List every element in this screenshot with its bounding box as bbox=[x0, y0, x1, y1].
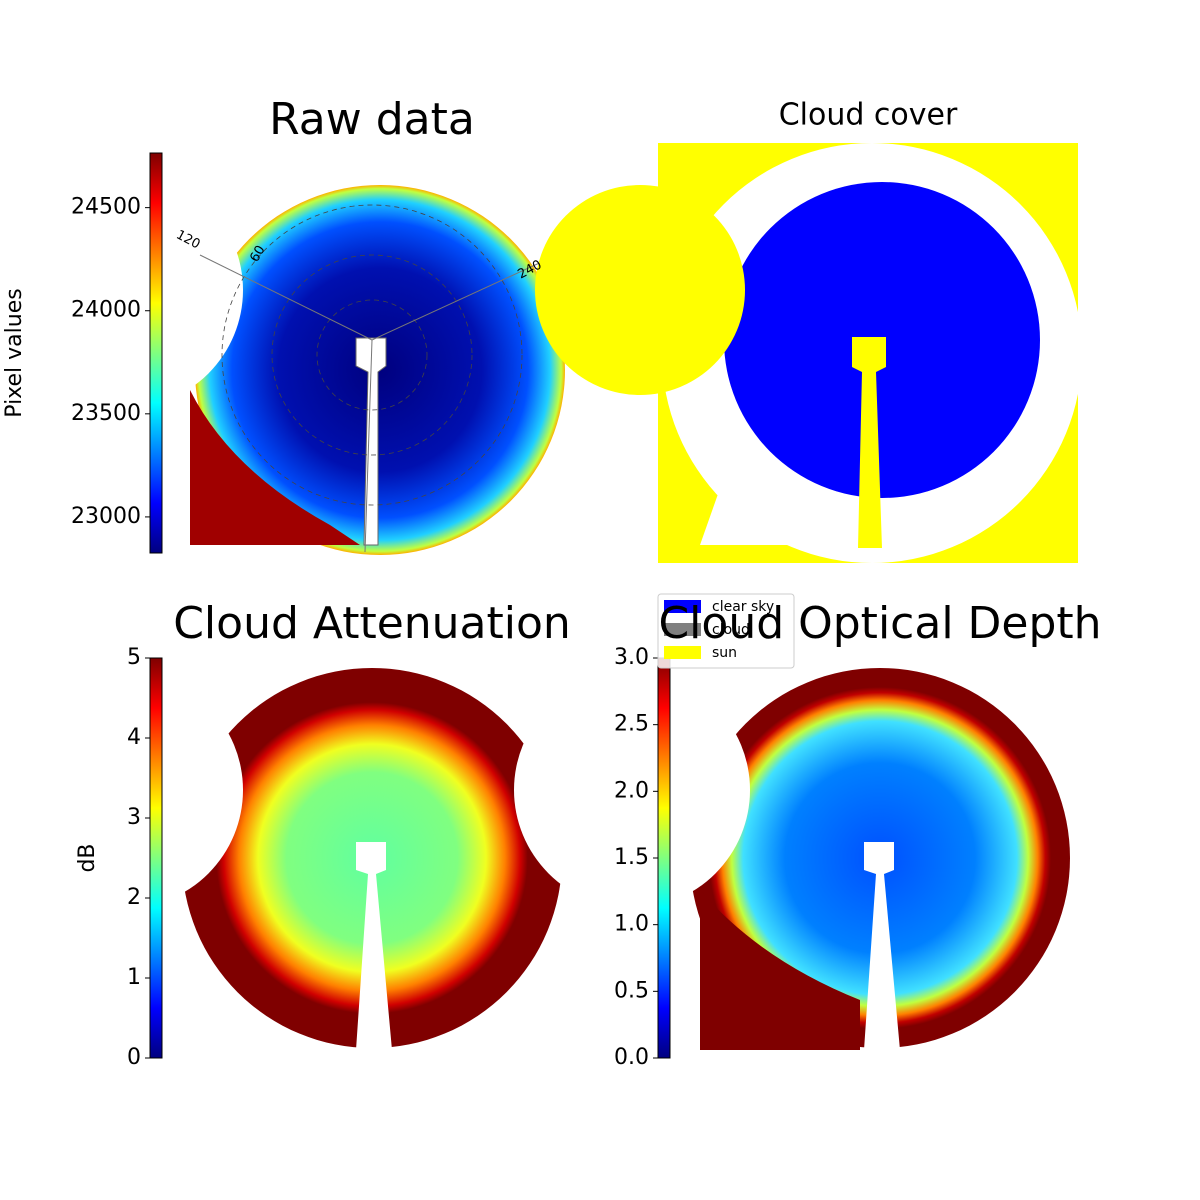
legend-label: clear sky bbox=[712, 599, 774, 615]
pole bbox=[864, 842, 900, 1050]
colorbar-tick-label: 1 bbox=[127, 965, 141, 990]
colorbar-tick-label: 2.5 bbox=[614, 712, 649, 737]
chart-title: Raw data bbox=[269, 94, 475, 145]
chart-title: Cloud Attenuation bbox=[173, 598, 571, 649]
colorbar-tick-label: 0.5 bbox=[614, 978, 649, 1003]
colorbar-tick-label: 23500 bbox=[71, 401, 141, 426]
polar-label: 60 bbox=[247, 243, 268, 265]
colorbar-tick-label: 0.0 bbox=[614, 1045, 649, 1070]
pole bbox=[356, 842, 392, 1050]
colorbar-tick-label: 3.0 bbox=[614, 645, 649, 670]
cod-image bbox=[514, 668, 1070, 1050]
colorbar bbox=[657, 657, 671, 1059]
cloud-cover-image bbox=[535, 143, 1082, 563]
legend-swatch bbox=[664, 600, 701, 613]
cutout bbox=[7, 672, 243, 908]
colorbar-tick-label: 4 bbox=[127, 725, 141, 750]
colorbar-tick-label: 2 bbox=[127, 885, 141, 910]
colorbar-tick-label: 0 bbox=[127, 1045, 141, 1070]
colorbar-tick-label: 24000 bbox=[71, 298, 141, 323]
colorbar bbox=[149, 152, 163, 554]
colorbar-tick-label: 1.5 bbox=[614, 845, 649, 870]
legend-label: sun bbox=[712, 645, 737, 661]
obstruction bbox=[190, 390, 360, 545]
obstruction bbox=[700, 890, 860, 1050]
colorbar-tick-label: 5 bbox=[127, 645, 141, 670]
colorbar-tick-label: 24500 bbox=[71, 195, 141, 220]
attenuation-image bbox=[7, 668, 562, 1050]
legend-swatch bbox=[664, 646, 701, 659]
sun-cutout bbox=[535, 185, 745, 395]
colorbar-tick-label: 3 bbox=[127, 805, 141, 830]
cutout bbox=[7, 172, 243, 408]
legend-swatch bbox=[664, 623, 701, 636]
chart-title: Cloud cover bbox=[779, 98, 958, 133]
colorbar bbox=[149, 657, 163, 1059]
colorbar-tick-label: 2.0 bbox=[614, 778, 649, 803]
pole-mask bbox=[852, 337, 886, 548]
cutout bbox=[514, 672, 750, 908]
raw-image bbox=[7, 172, 573, 555]
pole bbox=[355, 337, 387, 546]
colorbar-tick-label: 23000 bbox=[71, 504, 141, 529]
polar-grid bbox=[221, 204, 523, 506]
chart-title: Cloud Optical Depth bbox=[658, 598, 1101, 649]
colorbar-tick-label: 1.0 bbox=[614, 912, 649, 937]
cloud-region bbox=[700, 460, 850, 545]
legend-label: cloud bbox=[712, 622, 750, 638]
colorbar-label: Pixel values bbox=[2, 288, 27, 417]
colorbar-label: dB bbox=[75, 843, 100, 872]
